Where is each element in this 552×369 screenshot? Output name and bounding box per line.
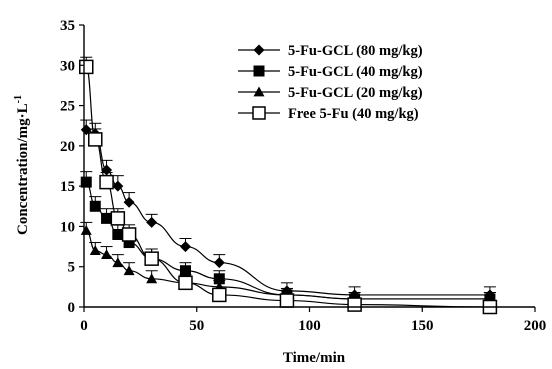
data-point <box>101 249 113 260</box>
y-axis-title-main: Concentration/mg·L <box>15 103 31 235</box>
x-axis: 0 50 100 150 200 <box>80 306 547 334</box>
series-line <box>86 129 490 296</box>
legend-item-3: 5-Fu-GCL (20 mg/kg) <box>238 85 423 101</box>
legend-label: 5-Fu-GCL (80 mg/kg) <box>288 43 423 59</box>
y-tick-label: 35 <box>60 18 75 34</box>
data-point <box>99 174 114 190</box>
y-tick-label: 5 <box>68 260 76 276</box>
data-point <box>112 257 124 268</box>
data-point <box>79 59 94 75</box>
y-axis: 0 5 10 15 20 25 30 35 <box>60 18 85 316</box>
x-tick-label: 0 <box>80 318 88 334</box>
data-point <box>123 265 135 276</box>
series-4 <box>79 56 498 315</box>
data-point <box>112 180 124 192</box>
data-point <box>123 237 135 249</box>
data-point <box>146 273 158 284</box>
legend-label: 5-Fu-GCL (40 mg/kg) <box>288 64 423 80</box>
x-tick-label: 150 <box>411 318 434 334</box>
y-tick-label: 20 <box>60 139 75 155</box>
data-point <box>144 251 159 266</box>
data-point <box>89 245 101 255</box>
data-point <box>146 216 158 228</box>
data-point <box>112 228 124 240</box>
series-2 <box>80 171 496 305</box>
x-tick-label: 200 <box>524 318 547 334</box>
plot-area <box>79 56 498 315</box>
y-axis-title: Concentration/mg·L-1 <box>13 95 31 235</box>
legend: 5-Fu-GCL (80 mg/kg) 5-Fu-GCL (40 mg/kg) 5-… <box>238 43 423 122</box>
data-point <box>347 297 362 312</box>
legend-item-4: Free 5-Fu (40 mg/kg) <box>238 106 419 122</box>
data-point <box>213 257 225 269</box>
data-point <box>212 287 227 303</box>
series-1 <box>80 119 496 301</box>
legend-label: 5-Fu-GCL (20 mg/kg) <box>288 85 423 101</box>
data-point <box>101 212 113 224</box>
x-tick-label: 100 <box>298 318 321 334</box>
data-point <box>121 227 137 242</box>
data-point <box>88 132 103 147</box>
y-axis-title-superscript: -1 <box>13 95 24 103</box>
series-line <box>85 181 490 300</box>
data-point <box>178 275 193 291</box>
data-point <box>179 241 191 253</box>
legend-marker <box>252 106 266 120</box>
y-tick-label: 10 <box>60 219 75 235</box>
y-tick-label: 30 <box>60 58 75 74</box>
legend-item-2: 5-Fu-GCL (40 mg/kg) <box>238 64 423 80</box>
legend-marker <box>253 65 265 77</box>
data-point <box>80 176 92 188</box>
x-axis-title: Time/min <box>283 350 346 366</box>
data-point <box>213 273 225 285</box>
y-tick-label: 25 <box>60 99 75 115</box>
data-point <box>179 265 191 277</box>
y-tick-label: 0 <box>68 300 76 316</box>
legend-marker <box>253 86 265 97</box>
legend-marker <box>253 44 265 56</box>
legend-label: Free 5-Fu (40 mg/kg) <box>288 106 419 122</box>
data-point <box>110 211 126 226</box>
y-tick-label: 15 <box>60 179 75 195</box>
x-tick-label: 50 <box>189 318 204 334</box>
data-point <box>123 196 135 208</box>
data-point <box>89 200 101 212</box>
legend-item-1: 5-Fu-GCL (80 mg/kg) <box>238 43 423 59</box>
data-point <box>279 293 295 308</box>
